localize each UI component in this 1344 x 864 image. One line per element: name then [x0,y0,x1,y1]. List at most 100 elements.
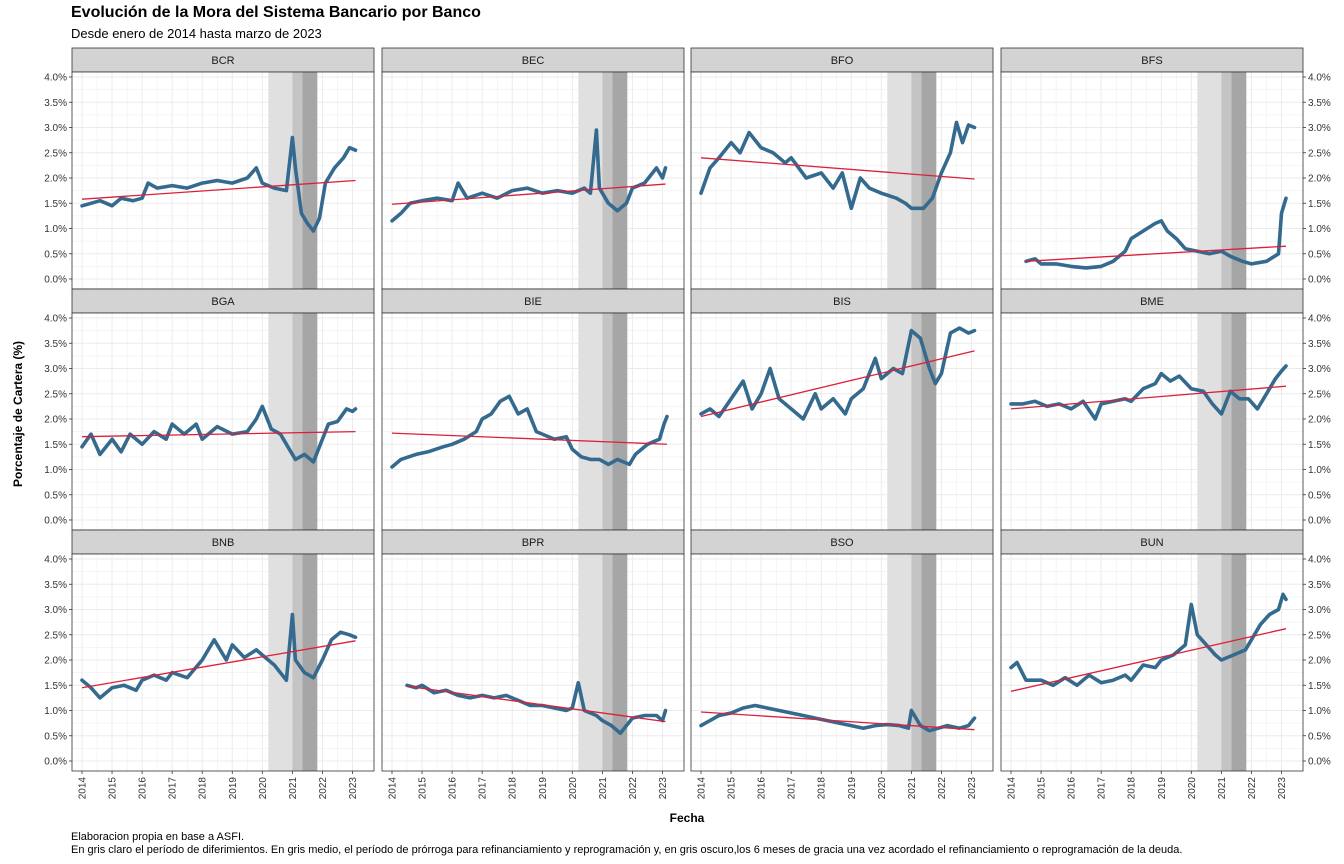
series-line [80,404,358,464]
x-tick-label: 2021 [288,777,299,800]
y-tick-label: 1.0% [1308,465,1331,476]
x-tick-label: 2017 [1097,777,1108,800]
shade-dark [612,72,628,289]
x-tick-label: 2016 [448,777,459,800]
y-tick-label: 3.0% [1308,605,1331,616]
shade-light [578,313,603,530]
y-tick-label: 0.0% [44,275,67,286]
shade-dark [302,72,318,289]
strip-bme [1000,288,1304,314]
x-tick-label: 2018 [817,777,828,800]
x-tick-label: 2014 [697,777,708,800]
series-line [80,135,358,233]
x-tick-label: 2015 [1037,777,1048,800]
panel-bme: BME 0.0% 0.5% 1.0% 1.5% 2.0% 2.5% 3.0% 3.5% 4.0% [1000,288,1331,531]
y-tick-label: 2.5% [1308,389,1331,400]
strip-label: BFO [831,55,854,67]
y-tick-label: 3.0% [44,123,67,134]
trend-line [81,430,356,438]
x-tick-label: 2021 [907,777,918,800]
x-tick-label: 2022 [318,777,329,800]
shade-light [268,313,293,530]
series-line [390,128,668,223]
chart-title: Evolución de la Mora del Sistema Bancari… [71,4,481,21]
shade-dark [921,554,937,771]
shade-medium [911,72,922,289]
panel-border [71,553,375,772]
shade-dark [302,554,318,771]
x-tick-label: 2019 [847,777,858,800]
shade-medium [911,313,922,530]
y-tick-label: 4.0% [1308,314,1331,325]
shade-light [1197,313,1222,530]
chart-subtitle: Desde enero de 2014 hasta marzo de 2023 [71,26,322,41]
shade-light [887,554,912,771]
y-tick-label: 2.0% [1308,415,1331,426]
y-tick-label: 2.5% [44,389,67,400]
x-tick-label: 2018 [1127,777,1138,800]
panel-background [72,313,374,530]
y-tick-label: 0.5% [44,731,67,742]
trend-line [1025,245,1287,262]
strip-label: BSO [830,537,854,549]
y-tick-label: 3.5% [1308,339,1331,350]
y-tick-label: 1.5% [1308,440,1331,451]
x-axis-label: Fecha [669,811,705,825]
y-tick-label: 1.0% [1308,224,1331,235]
x-tick-label: 2017 [787,777,798,800]
y-tick-label: 0.0% [1308,516,1331,527]
x-tick-label: 2022 [1247,777,1258,800]
y-tick-label: 2.5% [1308,148,1331,159]
trend-line [391,432,668,445]
y-tick-label: 0.5% [1308,731,1331,742]
x-tick-label: 2015 [727,777,738,800]
x-tick-label: 2016 [138,777,149,800]
strip-label: BNB [212,537,235,549]
x-tick-label: 2019 [1157,777,1168,800]
x-tick-label: 2014 [388,777,399,800]
shade-light [1197,72,1222,289]
shade-medium [911,554,922,771]
panel-background [691,554,993,771]
trend-line [1010,385,1287,410]
caption-line-2: En gris claro el período de diferimiento… [71,844,1183,856]
y-tick-label: 1.0% [44,465,67,476]
y-tick-label: 3.5% [1308,98,1331,109]
y-tick-label: 4.0% [44,314,67,325]
y-tick-label: 0.0% [44,516,67,527]
x-tick-label: 2023 [348,777,359,800]
x-tick-label: 2019 [228,777,239,800]
x-tick-label: 2022 [937,777,948,800]
shade-dark [1231,313,1247,530]
y-tick-label: 2.0% [44,174,67,185]
panel-bnb: BNB 0.0% 0.5% 1.0% 1.5% 2.0% 2.5% 3.0% 3.5% 4.0% 2… [44,529,375,800]
y-tick-label: 2.5% [44,630,67,641]
shade-light [578,554,603,771]
x-tick-label: 2020 [1187,777,1198,800]
y-tick-label: 2.5% [1308,630,1331,641]
series-line [1024,196,1288,270]
series-line [1009,364,1288,421]
strip-bso [690,529,994,555]
shade-dark [1231,72,1247,289]
shade-medium [602,554,613,771]
panel-border [1000,553,1304,772]
shade-dark [1231,554,1247,771]
y-tick-label: 3.5% [44,339,67,350]
shade-dark [921,313,937,530]
shade-dark [612,313,628,530]
shade-dark [921,72,937,289]
trend-line [700,350,975,418]
y-tick-label: 4.0% [1308,555,1331,566]
x-tick-label: 2017 [168,777,179,800]
panel-background [1001,313,1303,530]
trend-line [700,157,975,180]
y-tick-label: 1.5% [44,681,67,692]
strip-label: BPR [522,537,545,549]
series-line [80,612,358,700]
y-tick-label: 1.5% [1308,681,1331,692]
y-tick-label: 1.5% [44,199,67,210]
panel-bfs: BFS 0.0% 0.5% 1.0% 1.5% 2.0% 2.5% 3.0% 3.5% 4.0% [1000,47,1331,290]
y-tick-label: 4.0% [44,555,67,566]
shade-medium [292,313,303,530]
